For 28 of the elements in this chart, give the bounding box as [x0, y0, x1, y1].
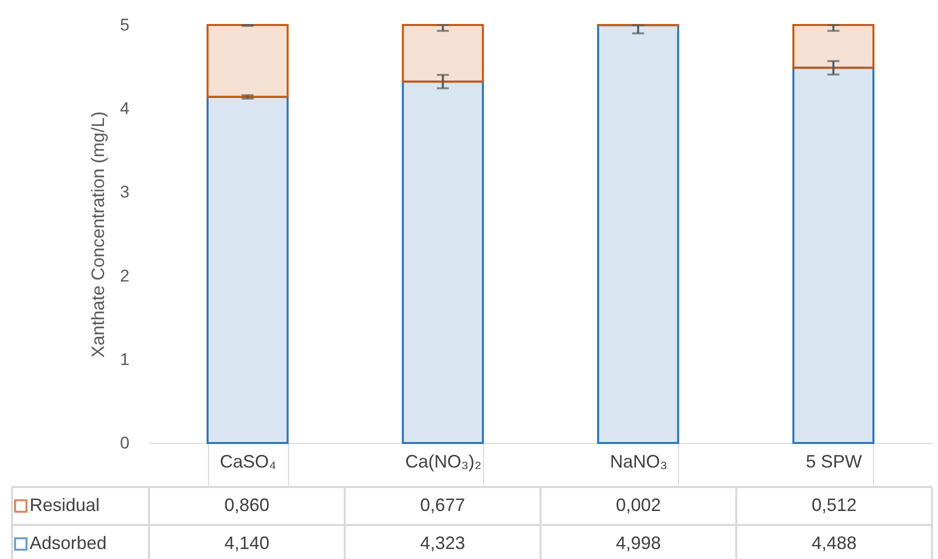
y-tick-label: 4	[120, 99, 130, 118]
bar	[206, 24, 289, 98]
bar	[597, 24, 680, 444]
y-tick-label: 2	[120, 266, 130, 286]
bar	[792, 24, 874, 69]
bar	[402, 80, 484, 444]
data-label: 4,323	[420, 533, 466, 553]
data-label: 4,488	[812, 533, 857, 553]
y-tick-label: 5	[120, 16, 130, 34]
x-tick-label: CaSO₄	[220, 452, 276, 472]
bar	[402, 24, 484, 83]
data-label: 0,860	[224, 495, 270, 515]
x-tick-label: 5 SPW	[806, 452, 862, 472]
legend-label: Residual	[30, 495, 100, 515]
data-label: 4,998	[616, 533, 661, 553]
x-tick-label: NaNO₃	[610, 452, 668, 472]
x-tick-label: Ca(NO₃)₂	[405, 452, 482, 472]
data-label: 0,512	[812, 495, 857, 515]
data-label: 0,677	[420, 495, 466, 515]
data-label: 0,002	[616, 495, 661, 515]
y-tick-label: 0	[120, 434, 130, 452]
data-label: 4,140	[224, 533, 270, 553]
legend-label: Adsorbed	[30, 533, 107, 553]
bar	[792, 66, 874, 444]
y-tick-label: 1	[120, 350, 130, 369]
bar	[206, 96, 289, 444]
y-axis-title: Xanthate Concentration (mg/L)	[88, 111, 108, 358]
y-tick-label: 3	[120, 182, 130, 202]
